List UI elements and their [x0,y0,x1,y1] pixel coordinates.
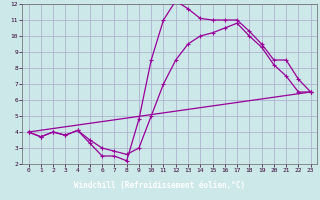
Text: Windchill (Refroidissement éolien,°C): Windchill (Refroidissement éolien,°C) [75,181,245,190]
